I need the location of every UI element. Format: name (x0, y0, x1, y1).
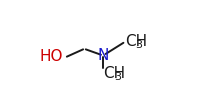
Text: CH: CH (125, 34, 147, 49)
Text: 3: 3 (114, 72, 121, 82)
Text: 3: 3 (136, 40, 143, 50)
Text: CH: CH (103, 66, 125, 81)
Text: HO: HO (39, 49, 63, 64)
Text: N: N (98, 48, 109, 63)
